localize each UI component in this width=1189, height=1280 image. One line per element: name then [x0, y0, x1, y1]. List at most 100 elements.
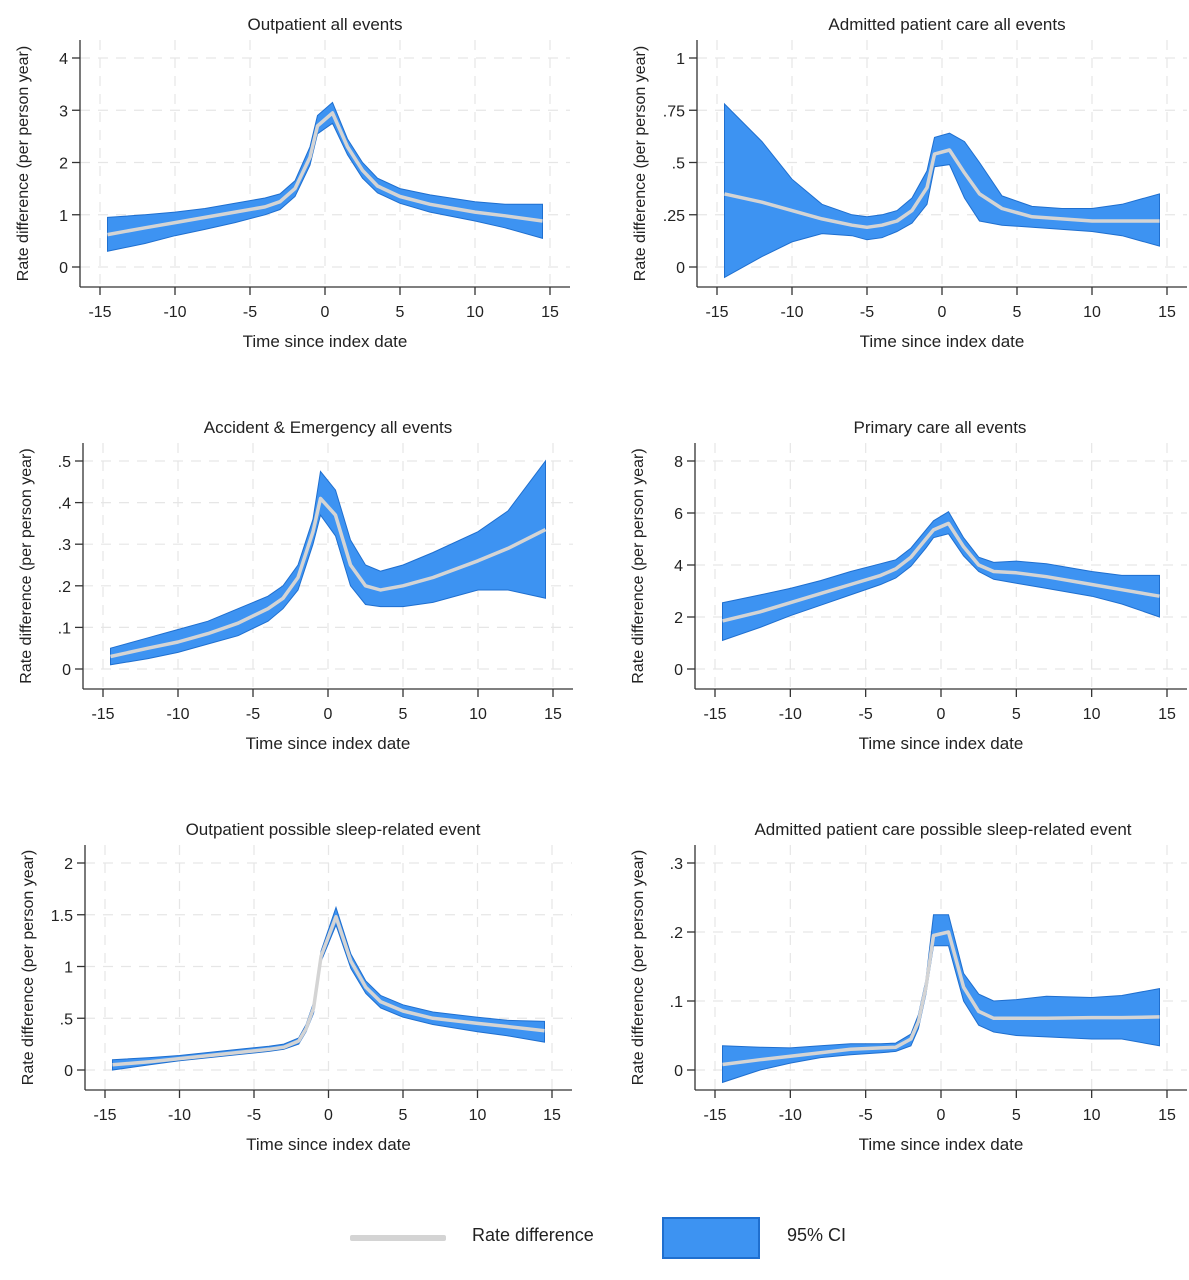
y-tick-label: .5	[60, 1011, 73, 1028]
rate-difference-line	[107, 111, 543, 237]
x-axis-label: Time since index date	[859, 1135, 1024, 1154]
y-tick-label: 0	[62, 662, 71, 679]
y-axis-label: Rate difference (per person year)	[630, 850, 647, 1085]
legend-band-label: 95% CI	[787, 1225, 847, 1245]
x-tick-label: -15	[91, 706, 114, 723]
x-tick-label: 5	[399, 706, 408, 723]
y-axis-label: Rate difference (per person year)	[15, 46, 32, 281]
chart-title: Outpatient possible sleep-related event	[186, 820, 481, 839]
rate-difference-line	[110, 496, 547, 659]
legend: Rate difference 95% CI	[0, 1195, 1189, 1280]
x-tick-label: 15	[541, 304, 559, 321]
chart-2: 0 .25 .5 .75 1 -15 -10 -5 0 5 10 15 Admitted patient…	[632, 15, 1187, 351]
x-tick-label: 0	[324, 706, 333, 723]
x-tick-label: -5	[247, 1107, 261, 1124]
x-tick-label: -15	[703, 706, 726, 723]
legend-band-swatch	[662, 1217, 760, 1259]
y-tick-label: .75	[663, 103, 685, 120]
y-tick-label: 1	[59, 208, 68, 225]
x-axis-label: Time since index date	[246, 734, 411, 753]
x-tick-label: 5	[396, 304, 405, 321]
x-tick-label: 0	[938, 304, 947, 321]
x-tick-label: -10	[168, 1107, 191, 1124]
x-tick-label: -10	[163, 304, 186, 321]
x-tick-label: 5	[1012, 1107, 1021, 1124]
y-axis-label: Rate difference (per person year)	[20, 850, 37, 1085]
rate-difference-line	[112, 915, 545, 1067]
x-tick-label: -5	[860, 304, 874, 321]
chart-1: 0 1 2 3 4 -15 -10 -5 0 5 10 15 Outpatient all events…	[15, 15, 570, 351]
rate-difference-line	[722, 930, 1160, 1067]
y-tick-label: 0	[59, 260, 68, 277]
y-tick-label: 0	[64, 1063, 73, 1080]
chart-title: Accident & Emergency all events	[204, 418, 453, 437]
x-tick-label: -15	[93, 1107, 116, 1124]
y-axis-label: Rate difference (per person year)	[18, 448, 35, 683]
x-tick-label: -10	[779, 706, 802, 723]
y-tick-label: .1	[58, 620, 71, 637]
x-tick-label: 15	[544, 706, 562, 723]
x-tick-label: -5	[859, 706, 873, 723]
rate-difference-line	[722, 521, 1160, 623]
x-tick-label: 5	[1012, 706, 1021, 723]
x-tick-label: -10	[779, 1107, 802, 1124]
chart-5: 0 .5 1 1.5 2 -15 -10 -5 0 5 10 15 Outpatient possibl…	[20, 820, 572, 1154]
x-tick-label: 5	[399, 1107, 408, 1124]
y-tick-label: 8	[674, 454, 683, 471]
x-tick-label: 10	[466, 304, 484, 321]
y-tick-label: .5	[672, 156, 685, 173]
y-tick-label: 0	[674, 1063, 683, 1080]
x-tick-label: 0	[321, 304, 330, 321]
x-axis-label: Time since index date	[243, 332, 408, 351]
legend-line-swatch	[350, 1235, 446, 1241]
chart-4: 0 2 4 6 8 -15 -10 -5 0 5 10 15 Primary care all even…	[630, 418, 1187, 753]
x-tick-label: -15	[705, 304, 728, 321]
x-tick-label: 15	[1158, 304, 1176, 321]
ci-band	[110, 459, 546, 666]
y-tick-label: 2	[64, 856, 73, 873]
x-tick-label: 0	[324, 1107, 333, 1124]
ci-band	[722, 511, 1160, 642]
x-tick-label: 10	[1083, 706, 1101, 723]
x-tick-label: -5	[859, 1107, 873, 1124]
legend-line-label: Rate difference	[472, 1225, 594, 1245]
ci-band	[722, 914, 1160, 1084]
x-tick-label: 10	[1083, 304, 1101, 321]
x-tick-label: 10	[469, 1107, 487, 1124]
x-tick-label: 15	[1158, 706, 1176, 723]
y-tick-label: .2	[670, 925, 683, 942]
x-tick-label: 5	[1013, 304, 1022, 321]
x-tick-label: -15	[88, 304, 111, 321]
chart-title: Admitted patient care all events	[828, 15, 1065, 34]
chart-6: 0 .1 .2 .3 -15 -10 -5 0 5 10 15 Admitted patient ca…	[630, 820, 1187, 1154]
y-axis-label: Rate difference (per person year)	[630, 448, 647, 683]
chart-title: Primary care all events	[854, 418, 1027, 437]
y-tick-label: .2	[58, 579, 71, 596]
y-tick-label: 4	[674, 558, 683, 575]
x-tick-label: 15	[1158, 1107, 1176, 1124]
chart-title: Admitted patient care possible sleep-rel…	[754, 820, 1131, 839]
x-tick-label: -5	[246, 706, 260, 723]
y-tick-label: 2	[59, 156, 68, 173]
x-axis-label: Time since index date	[860, 332, 1025, 351]
rate-difference-line	[724, 148, 1160, 230]
x-axis-label: Time since index date	[859, 734, 1024, 753]
x-tick-label: -5	[243, 304, 257, 321]
x-tick-label: 10	[469, 706, 487, 723]
x-tick-label: 0	[937, 706, 946, 723]
y-tick-label: 2	[674, 610, 683, 627]
y-tick-label: 1.5	[51, 908, 73, 925]
y-tick-label: 1	[64, 960, 73, 977]
y-tick-label: 1	[676, 51, 685, 68]
y-tick-label: 0	[676, 260, 685, 277]
chart-3: 0 .1 .2 .3 .4 .5 -15 -10 -5 0 5 10 15 Accident & Emer…	[18, 418, 573, 753]
ci-band	[724, 102, 1160, 279]
x-tick-label: -15	[703, 1107, 726, 1124]
x-tick-label: -10	[166, 706, 189, 723]
x-tick-label: 10	[1083, 1107, 1101, 1124]
y-tick-label: .3	[58, 537, 71, 554]
chart-title: Outpatient all events	[248, 15, 403, 34]
y-axis-label: Rate difference (per person year)	[632, 46, 649, 281]
